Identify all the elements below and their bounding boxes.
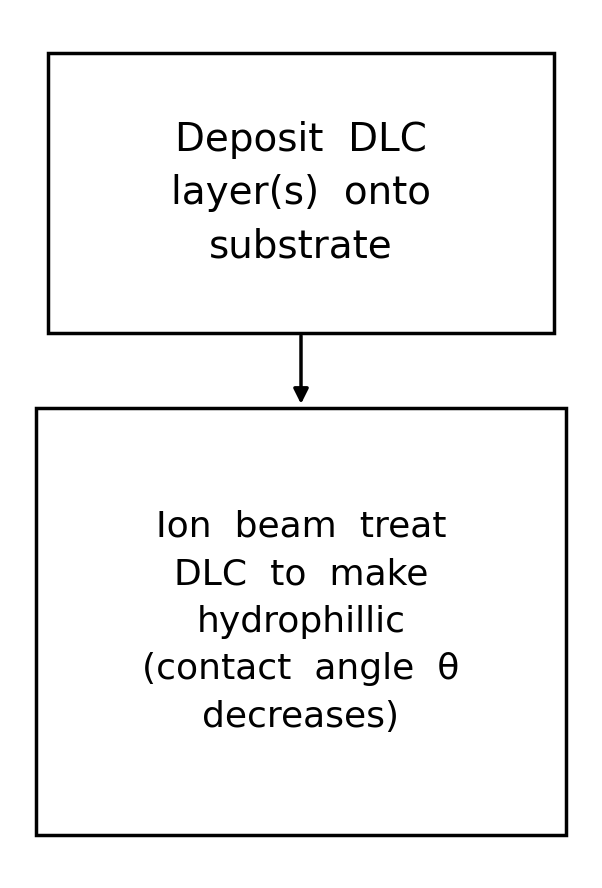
Text: Deposit  DLC
layer(s)  onto
substrate: Deposit DLC layer(s) onto substrate: [171, 121, 431, 266]
FancyBboxPatch shape: [36, 408, 566, 835]
Text: Ion  beam  treat
DLC  to  make
hydrophillic
(contact  angle  θ
decreases): Ion beam treat DLC to make hydrophillic …: [142, 510, 460, 733]
FancyBboxPatch shape: [48, 53, 554, 333]
